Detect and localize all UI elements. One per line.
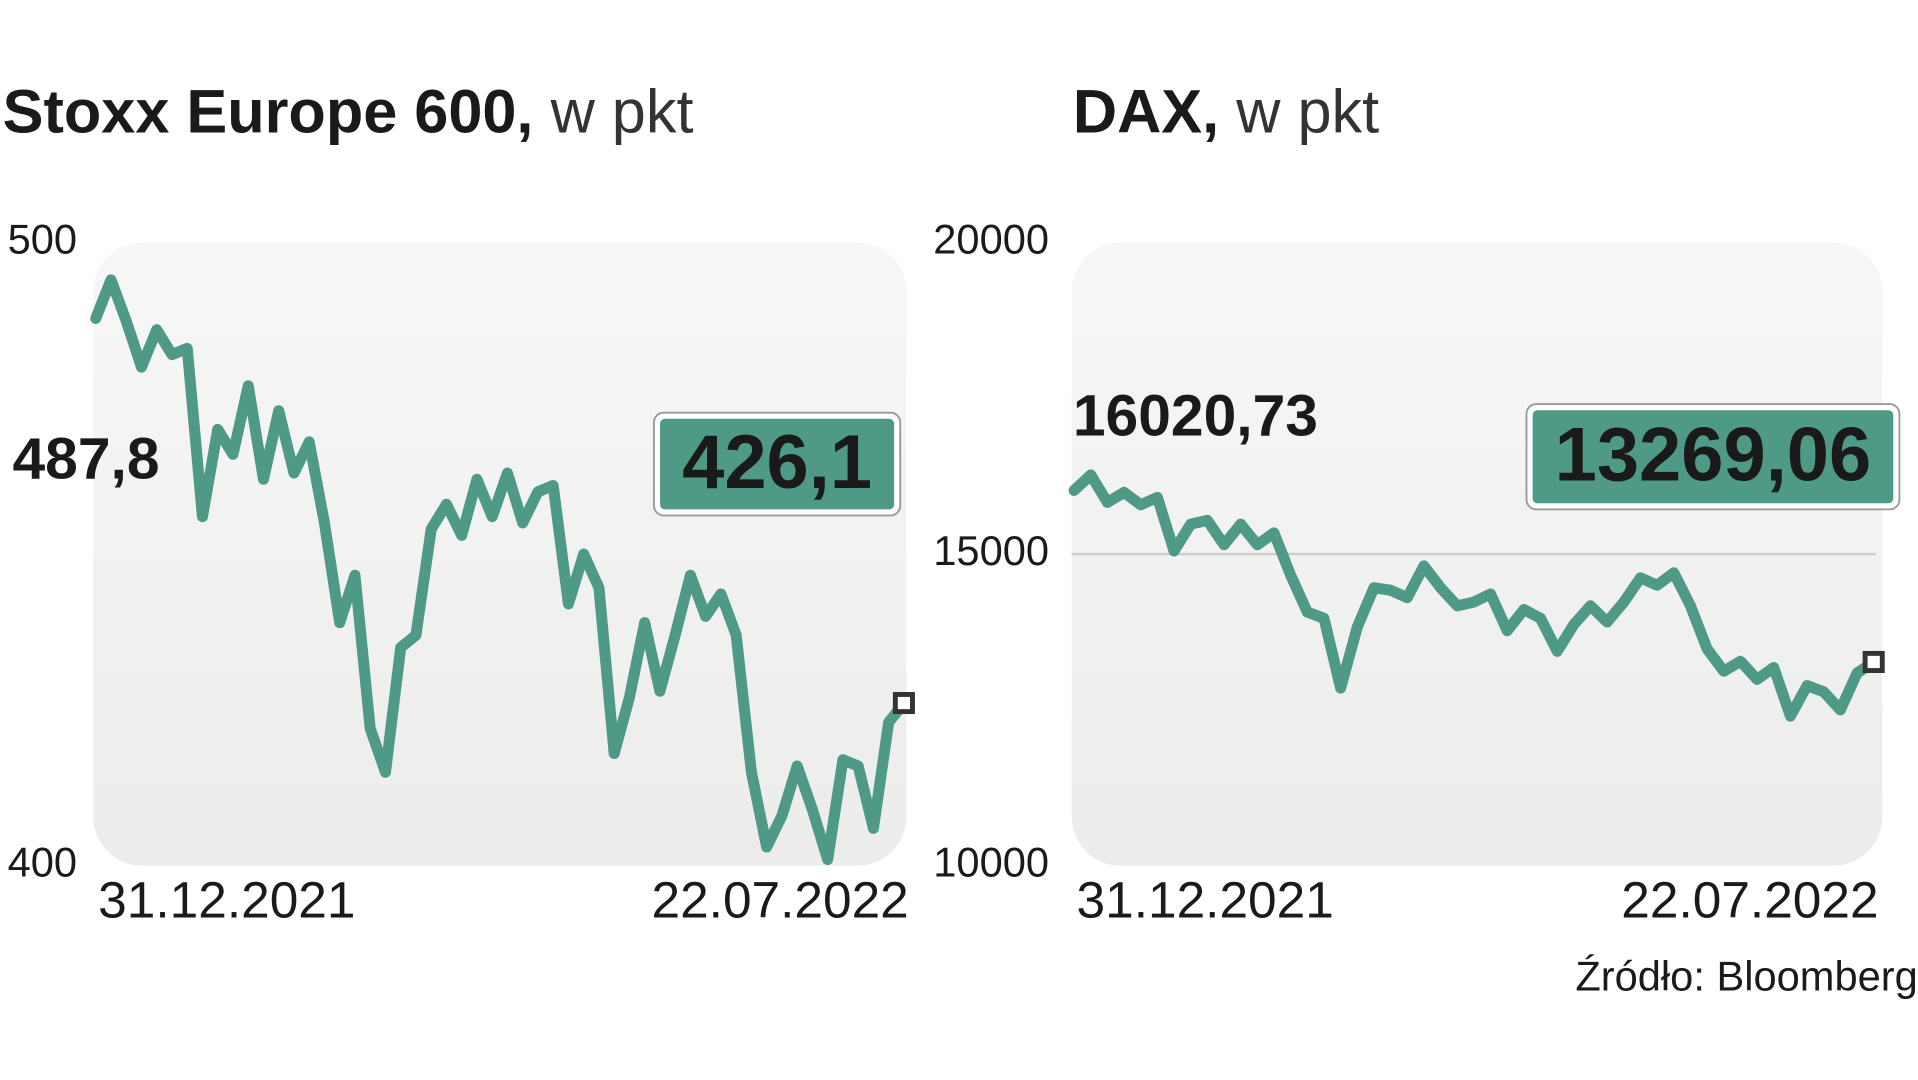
title-text: Stoxx Europe 600, [3, 77, 534, 145]
y-tick-label: 15000 [933, 527, 1049, 574]
y-tick-label: 400 [8, 839, 77, 886]
chart-title: Stoxx Europe 600, w pkt [3, 77, 694, 145]
y-tick-label: 500 [8, 215, 77, 262]
end-value-box: 426,1 [653, 411, 902, 517]
x-tick-label: 31.12.2021 [98, 870, 355, 928]
title-text: DAX, [1073, 77, 1219, 145]
y-tick-label: 10000 [933, 839, 1049, 886]
end-value-label: 426,1 [682, 420, 872, 505]
start-value-label: 16020,73 [1073, 384, 1318, 449]
unit-text: w pkt [550, 77, 694, 145]
start-value-label: 487,8 [12, 426, 159, 491]
source: Źródło: Bloomberg [1575, 953, 1917, 1000]
end-marker [892, 692, 915, 715]
y-tick-label: 20000 [933, 215, 1049, 262]
end-value-bg [655, 413, 899, 515]
line [90, 274, 910, 865]
plot-background [93, 242, 907, 866]
chart-title: DAX, w pkt [1073, 77, 1379, 145]
end-value-outline [653, 411, 902, 517]
x-tick-label: 22.07.2022 [651, 870, 908, 928]
end-value-box: 13269,06 [1525, 403, 1901, 511]
line [1068, 469, 1880, 722]
unit-text: w pkt [1235, 77, 1379, 145]
x-tick-label: 31.12.2021 [1077, 870, 1334, 928]
end-value-label: 13269,06 [1555, 412, 1872, 497]
end-value-bg [1527, 405, 1899, 509]
x-tick-label: 22.07.2022 [1621, 870, 1878, 928]
end-value-outline [1525, 403, 1901, 511]
end-marker [1862, 650, 1885, 673]
